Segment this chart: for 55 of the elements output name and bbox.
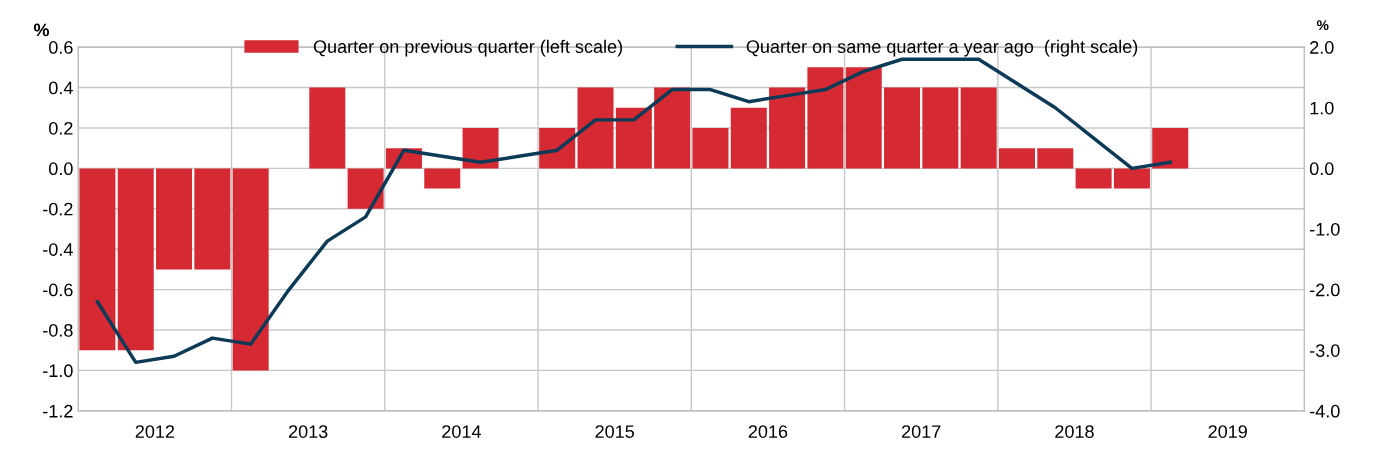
y2-tick-label: -3.0 xyxy=(1310,344,1340,357)
bar xyxy=(922,87,959,169)
x-tick-label: 2019 xyxy=(1208,425,1247,438)
y-tick-label: -0.6 xyxy=(43,283,73,297)
y2-tick-label: 0.0 xyxy=(1309,162,1334,176)
bar xyxy=(807,67,844,169)
bar xyxy=(309,87,346,169)
bar xyxy=(424,168,461,189)
bar xyxy=(845,67,882,169)
y-axis-title: % xyxy=(33,23,50,37)
y2-tick-label: 2.0 xyxy=(1310,41,1334,54)
bar xyxy=(960,87,997,169)
bar xyxy=(1113,168,1150,189)
y-tick-label: 0.4 xyxy=(49,81,73,95)
y2-axis-title: % xyxy=(1316,20,1329,31)
y-tick-label: 0.0 xyxy=(49,162,73,176)
bar xyxy=(1037,148,1074,169)
bar xyxy=(156,168,193,270)
legend-label: Quarter on same quarter a year ago (right scale) xyxy=(746,39,1138,57)
bar xyxy=(1075,168,1112,189)
bar xyxy=(194,168,231,270)
bar xyxy=(654,87,691,169)
bar xyxy=(577,87,614,169)
bar xyxy=(615,107,652,169)
x-tick-label: 2018 xyxy=(1055,425,1094,438)
y2-tick-label: -4.0 xyxy=(1310,404,1340,418)
y-tick-label: 0.6 xyxy=(49,41,73,54)
x-tick-label: 2013 xyxy=(288,425,328,438)
y-tick-label: -0.4 xyxy=(43,243,73,256)
line-series xyxy=(95,57,1172,365)
bar xyxy=(769,87,806,169)
x-tick-label: 2015 xyxy=(595,425,634,438)
bar xyxy=(79,168,116,351)
y-tick-label: -1.2 xyxy=(43,404,73,418)
y-tick-label: 0.2 xyxy=(49,121,73,135)
bar xyxy=(730,107,767,169)
y-tick-label: -0.8 xyxy=(43,323,73,337)
legend-label: Quarter on previous quarter (left scale) xyxy=(313,39,622,57)
bar xyxy=(884,87,921,169)
x-tick-label: 2012 xyxy=(135,425,175,438)
y2-tick-label: 1.0 xyxy=(1310,101,1334,115)
y-tick-label: -1.0 xyxy=(43,364,73,378)
y2-tick-label: -2.0 xyxy=(1310,283,1340,297)
bar xyxy=(347,168,384,209)
bar xyxy=(998,148,1035,169)
y2-tick-label: -1.0 xyxy=(1310,222,1340,236)
bar xyxy=(692,127,729,169)
bar xyxy=(1152,127,1189,169)
bar xyxy=(117,168,154,351)
x-tick-label: 2014 xyxy=(442,425,481,438)
x-tick-label: 2017 xyxy=(902,425,941,438)
x-tick-label: 2016 xyxy=(748,425,788,438)
bar xyxy=(232,168,269,371)
bar xyxy=(462,127,499,169)
y-tick-label: -0.2 xyxy=(43,202,73,216)
